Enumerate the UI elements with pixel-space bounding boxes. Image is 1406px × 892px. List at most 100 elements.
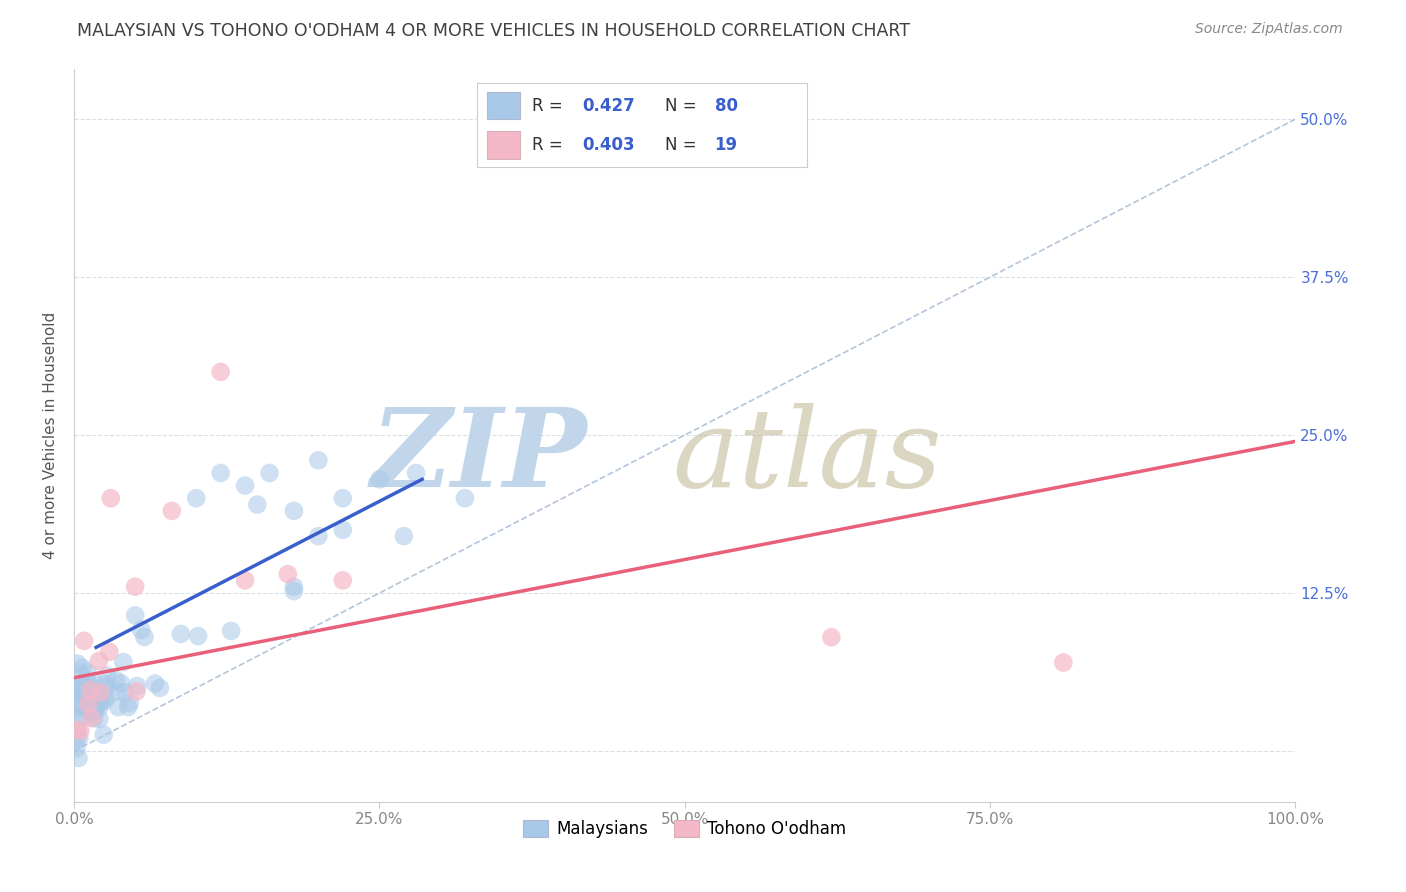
Point [392,529,415,543]
Point [72,700,94,714]
Point [107,700,129,714]
Point [93,694,115,708]
Point [66,657,89,671]
Point [89,686,111,700]
Point [209,365,232,379]
Point [69,697,91,711]
Point [83,711,105,725]
Point [143,676,166,690]
Point [84,693,107,707]
Point [67,687,90,701]
Point [65,686,87,700]
Point [283,580,305,594]
Text: ZIP: ZIP [370,403,588,511]
Point [66,723,89,737]
Point [65,732,87,747]
Point [83,677,105,691]
Point [82,680,104,694]
Point [277,567,299,582]
Point [209,466,232,480]
Point [90,691,112,706]
Point [86,698,108,713]
Y-axis label: 4 or more Vehicles in Household: 4 or more Vehicles in Household [44,311,58,558]
Point [80,706,103,720]
Point [77,696,100,710]
Point [332,574,354,588]
Point [368,472,391,486]
Point [186,491,208,506]
Point [79,683,101,698]
Point [65,741,87,756]
Point [124,608,146,623]
Point [283,584,305,599]
Point [98,645,121,659]
Point [70,678,93,692]
Point [93,728,115,742]
Point [125,684,148,698]
Point [73,633,96,648]
Point [112,655,135,669]
Point [65,682,87,697]
Point [233,574,256,588]
Point [67,751,90,765]
Point [405,466,427,480]
Point [114,685,136,699]
Point [283,504,305,518]
Text: MALAYSIAN VS TOHONO O'ODHAM 4 OR MORE VEHICLES IN HOUSEHOLD CORRELATION CHART: MALAYSIAN VS TOHONO O'ODHAM 4 OR MORE VE… [77,22,910,40]
Point [219,624,242,638]
Point [332,491,354,506]
Point [100,491,122,506]
Point [187,629,209,643]
Point [82,687,104,701]
Point [118,696,141,710]
Point [76,676,98,690]
Point [79,704,101,718]
Point [104,673,127,687]
Point [76,697,98,711]
Point [90,694,112,708]
Point [820,630,842,644]
Point [96,668,118,682]
Point [77,697,100,711]
Point [246,498,269,512]
Point [233,478,256,492]
Point [117,700,139,714]
Point [307,453,329,467]
Point [127,679,149,693]
Point [124,580,146,594]
Point [79,702,101,716]
Point [65,678,87,692]
Point [107,684,129,698]
Point [72,709,94,723]
Point [84,704,107,718]
Point [170,627,193,641]
Point [332,523,354,537]
Point [87,654,110,668]
Point [86,686,108,700]
Point [134,630,156,644]
Point [259,466,281,480]
Point [69,666,91,681]
Point [94,677,117,691]
Point [67,731,90,746]
Point [82,684,104,698]
Point [129,623,152,637]
Point [454,491,477,506]
Point [75,685,97,699]
Point [65,699,87,714]
Point [307,529,329,543]
Point [90,685,112,699]
Point [1052,656,1074,670]
Point [110,676,132,690]
Point [65,723,87,738]
Point [69,723,91,738]
Point [89,712,111,726]
Point [73,690,96,704]
Point [96,690,118,705]
Point [76,665,98,680]
Point [80,711,103,725]
Point [149,681,172,695]
Point [160,504,183,518]
Point [72,661,94,675]
Text: atlas: atlas [672,403,942,511]
